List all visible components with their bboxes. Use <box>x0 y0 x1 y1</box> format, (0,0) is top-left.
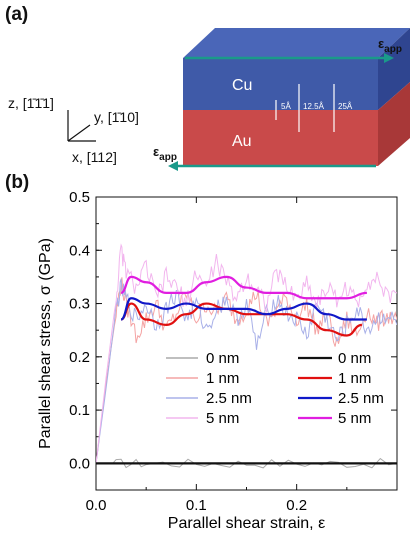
x-axis-title: Parallel shear strain, ε <box>168 515 325 532</box>
legend-label-smooth: 0 nm <box>338 350 371 367</box>
y-tick-label: 0.0 <box>69 455 90 472</box>
dim-5A: 5Å <box>281 102 291 111</box>
x-tick-label: 0.2 <box>286 497 307 514</box>
y-tick-label: 0.1 <box>69 402 90 419</box>
plot-frame <box>95 196 398 491</box>
y-axis-title: Parallel shear stress, σ (GPa) <box>37 238 54 449</box>
bottom-strain-label: εapp <box>153 144 177 163</box>
legend-label-smooth: 2.5 nm <box>338 390 384 407</box>
legend-label-raw: 1 nm <box>206 370 239 387</box>
legend-label-raw: 5 nm <box>206 410 239 427</box>
au-label: Au <box>232 133 252 150</box>
x-tick-label: 0.0 <box>86 497 107 514</box>
cu-side-face <box>378 28 410 110</box>
legend-label-smooth: 1 nm <box>338 370 371 387</box>
cu-label: Cu <box>232 77 252 94</box>
bottom-strain-arrowhead <box>168 161 178 171</box>
dim-12-5A: 12.5Å <box>303 102 325 111</box>
series-layer <box>96 243 397 469</box>
series-smooth-2-5-nm <box>120 297 367 321</box>
series-smooth-1-nm <box>120 302 363 337</box>
series-raw-5-nm <box>96 243 397 464</box>
series-smooth-5-nm <box>120 275 367 300</box>
top-strain-arrowhead <box>384 53 394 63</box>
y-tick-label: 0.2 <box>69 349 90 366</box>
top-strain-label: εapp <box>378 36 402 55</box>
legend-label-smooth: 5 nm <box>338 410 371 427</box>
panel-label-b: (b) <box>5 172 30 193</box>
legend-label-raw: 0 nm <box>206 350 239 367</box>
cu-front-face <box>183 58 378 110</box>
schematic: εapp εapp Cu Au 5Å 12.5Å 25Å z, [1̄1̄1] … <box>8 28 410 171</box>
au-side-face <box>378 82 410 166</box>
series-raw-1-nm <box>96 277 397 464</box>
legend-label-raw: 2.5 nm <box>206 390 252 407</box>
x-tick-label: 0.1 <box>186 497 207 514</box>
y-tick-label: 0.4 <box>69 242 90 259</box>
y-tick-label: 0.3 <box>69 296 90 313</box>
dim-25A: 25Å <box>338 102 353 111</box>
cu-top-face <box>183 28 410 58</box>
y-tick-label: 0.5 <box>69 189 90 206</box>
au-front-face <box>183 110 378 166</box>
axis-y-label: y, [1̄10] <box>94 109 139 125</box>
axis-z-label: z, [1̄1̄1] <box>8 95 54 111</box>
panel-label-a: (a) <box>5 4 29 25</box>
axis-x-label: x, [112] <box>72 149 117 165</box>
